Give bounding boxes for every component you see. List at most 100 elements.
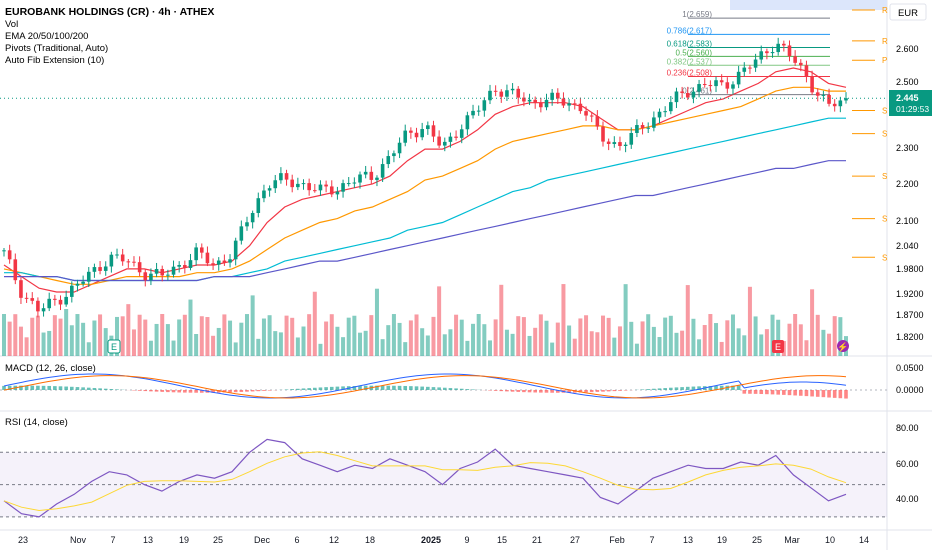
macd-label[interactable]: MACD (12, 26, close): [5, 363, 96, 374]
volume-bar: [250, 295, 255, 356]
ema-line: [4, 117, 846, 282]
indicator-label-pivots[interactable]: Pivots (Traditional, Auto): [5, 43, 108, 54]
volume-bar: [770, 314, 775, 356]
time-label: 19: [179, 535, 189, 545]
volume-bar: [776, 319, 781, 356]
earnings-marker-2[interactable]: E: [772, 340, 784, 353]
price-tick: 2.500: [896, 77, 919, 87]
macd-bar: [589, 390, 594, 393]
macd-bar: [75, 387, 80, 390]
volume-bar: [544, 320, 549, 356]
candle-body: [606, 141, 611, 144]
macd-bar: [318, 387, 323, 390]
volume-bar: [273, 331, 278, 356]
dividend-marker[interactable]: ⚡: [837, 340, 849, 353]
candle-body: [296, 183, 300, 188]
volume-bar: [160, 314, 165, 356]
macd-bar: [426, 386, 430, 390]
macd-bar: [313, 387, 317, 390]
volume-bar: [584, 315, 589, 356]
fib-label: 0.618(2.583): [667, 39, 713, 48]
macd-bar: [595, 390, 600, 392]
candle-body: [188, 260, 193, 268]
candle-body: [256, 198, 261, 213]
rsi-label[interactable]: RSI (14, close): [5, 417, 68, 428]
time-label: 15: [497, 535, 507, 545]
volume-bar: [329, 314, 334, 356]
time-axis[interactable]: 23 Nov 7 13 19 25 Dec 6 12 18 2025 9 15 21 27 Feb 7 13 19 2…: [18, 535, 869, 545]
macd-bar: [804, 390, 809, 397]
candle-body: [335, 191, 340, 195]
candle-body: [154, 268, 159, 274]
volume-bar: [346, 317, 351, 356]
macd-bar: [719, 385, 724, 390]
volume-bar: [623, 284, 628, 356]
time-label: Feb: [609, 535, 625, 545]
volume-bar: [222, 314, 227, 356]
candle-body: [810, 76, 814, 93]
time-label: 7: [649, 535, 654, 545]
candle-body: [798, 62, 803, 66]
volume-bar: [476, 314, 481, 356]
macd-bar: [380, 385, 385, 390]
volume-bar: [341, 337, 346, 356]
macd-bar: [691, 386, 696, 390]
volume-bar: [324, 321, 329, 356]
earnings-marker-1[interactable]: E: [107, 339, 121, 354]
volume-bar: [131, 329, 136, 356]
ema-line: [3, 86, 846, 285]
candle-body: [166, 274, 170, 276]
volume-bar: [691, 318, 696, 356]
macd-bar: [765, 390, 769, 395]
macd-bar: [493, 390, 498, 391]
macd-bar: [103, 388, 108, 390]
macd-bar: [578, 390, 583, 393]
macd-bar: [759, 390, 764, 395]
indicator-label-fib[interactable]: Auto Fib Extension (10): [5, 55, 104, 66]
time-label: 18: [365, 535, 375, 545]
volume-bar: [143, 319, 148, 356]
candle-body: [324, 184, 328, 187]
candle-body: [346, 183, 351, 185]
time-label: 25: [213, 535, 223, 545]
price-axis[interactable]: 2.600 2.500 2.300 2.200 2.100 2.040 1.98…: [896, 44, 924, 504]
candle-body: [199, 247, 204, 253]
candle-body: [652, 117, 656, 128]
volume-bar: [205, 317, 210, 356]
macd-tick: 0.0000: [896, 385, 924, 395]
rsi-ma-line: [3, 451, 847, 512]
macd-bar: [697, 386, 701, 390]
time-label: 25: [752, 535, 762, 545]
candle-body: [680, 91, 684, 94]
macd-bar: [211, 390, 215, 393]
price-tick: 2.200: [896, 179, 919, 189]
macd-bar: [499, 390, 504, 392]
macd-bar: [544, 390, 549, 393]
volume-bar: [244, 314, 249, 356]
candle-body: [476, 110, 481, 112]
macd-bar: [36, 385, 40, 390]
candle-body: [375, 177, 379, 180]
macd-bar: [714, 385, 718, 390]
macd-bar: [601, 390, 605, 392]
fib-extension: 1(2.659) 0.786(2.617) 0.618(2.583)0.5(2.56…: [667, 10, 830, 96]
symbol-title[interactable]: EUROBANK HOLDINGS (CR) · 4h · ATHEX: [5, 6, 214, 18]
indicator-label-vol[interactable]: Vol: [5, 19, 18, 30]
currency-selector[interactable]: EUR: [889, 3, 927, 21]
volume-bar: [199, 316, 204, 356]
indicator-label-ema[interactable]: EMA 20/50/100/200: [5, 31, 88, 42]
fib-label: 0(2.461): [682, 87, 712, 96]
candle-body: [262, 190, 266, 199]
candle-body: [702, 84, 707, 86]
candle-body: [431, 125, 436, 137]
candle-body: [41, 308, 46, 312]
candle-body: [770, 52, 775, 54]
macd-bar: [685, 386, 690, 390]
macd-bar: [329, 386, 334, 390]
candle-body: [92, 267, 97, 272]
macd-bar: [832, 390, 837, 398]
volume-bar: [284, 315, 289, 356]
candle-body: [75, 283, 80, 286]
volume-bar: [261, 318, 266, 356]
